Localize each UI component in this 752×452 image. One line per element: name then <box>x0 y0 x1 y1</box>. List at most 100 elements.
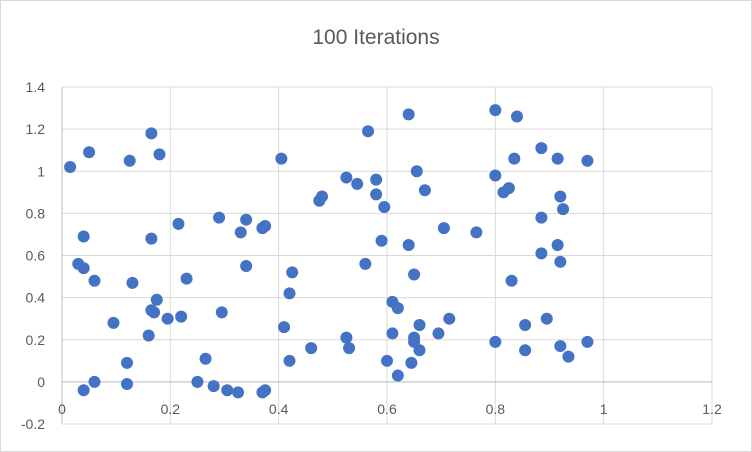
data-point <box>410 165 423 178</box>
data-point <box>418 184 431 197</box>
data-point <box>234 226 247 239</box>
data-point <box>557 203 570 216</box>
data-point <box>413 319 426 332</box>
data-point <box>313 194 326 207</box>
data-point <box>554 190 567 203</box>
data-point <box>215 306 228 319</box>
data-point <box>180 272 193 285</box>
data-point <box>107 316 120 329</box>
data-point <box>370 173 383 186</box>
data-point <box>161 312 174 325</box>
y-tick-label: 0 <box>37 374 45 390</box>
data-point <box>554 340 567 353</box>
data-point <box>551 152 564 165</box>
data-point <box>77 230 90 243</box>
data-point <box>275 152 288 165</box>
data-point <box>240 260 253 273</box>
data-point <box>370 188 383 201</box>
data-point <box>402 238 415 251</box>
data-point <box>408 268 421 281</box>
data-point <box>519 344 532 357</box>
y-tick-label: 0.4 <box>26 290 46 306</box>
data-point <box>535 142 548 155</box>
x-tick-label: 0.4 <box>269 401 289 417</box>
data-point <box>508 152 521 165</box>
data-point <box>581 154 594 167</box>
x-tick-label: 0.6 <box>377 401 397 417</box>
data-point <box>554 255 567 268</box>
data-point <box>432 327 445 340</box>
y-tick-label: 1.2 <box>26 121 46 137</box>
data-point <box>519 319 532 332</box>
data-point <box>221 384 234 397</box>
data-point <box>283 354 296 367</box>
x-tick-label: 0.8 <box>486 401 506 417</box>
data-point <box>443 312 456 325</box>
data-point <box>489 335 502 348</box>
data-point <box>470 226 483 239</box>
data-point <box>511 110 523 123</box>
data-point <box>145 127 158 140</box>
data-point <box>535 211 548 224</box>
data-point <box>391 369 404 382</box>
data-point <box>88 375 101 388</box>
data-point <box>343 342 356 355</box>
y-tick-label: 0.8 <box>26 205 46 221</box>
data-point <box>278 321 291 334</box>
data-point <box>172 217 185 230</box>
data-point <box>256 386 269 399</box>
data-point <box>305 342 318 355</box>
y-tick-label: 0.6 <box>26 248 46 264</box>
y-tick-label: -0.2 <box>21 416 45 432</box>
data-point <box>497 186 510 199</box>
x-tick-label: 1 <box>600 401 608 417</box>
data-point <box>145 232 158 245</box>
data-point <box>150 293 163 306</box>
data-point <box>581 335 594 348</box>
data-point <box>489 104 502 117</box>
data-point <box>175 310 188 323</box>
data-point <box>142 329 155 342</box>
y-tick-label: 1 <box>37 163 45 179</box>
data-point <box>340 331 353 344</box>
y-tick-label: 0.2 <box>26 332 46 348</box>
data-point <box>551 238 564 251</box>
data-point <box>126 276 139 289</box>
data-point <box>391 302 404 315</box>
data-point <box>351 177 364 190</box>
data-point <box>413 344 426 357</box>
data-point <box>402 108 415 121</box>
data-point <box>64 161 77 174</box>
data-point <box>362 125 375 138</box>
data-point <box>153 148 166 161</box>
data-point <box>77 262 90 275</box>
data-point <box>359 257 372 270</box>
x-tick-label: 0 <box>58 401 66 417</box>
data-point <box>375 234 388 247</box>
data-point <box>256 222 269 235</box>
data-point <box>437 222 450 235</box>
data-point <box>386 327 399 340</box>
x-tick-label: 1.2 <box>702 401 722 417</box>
data-point <box>286 266 299 279</box>
data-point <box>148 306 161 319</box>
chart-title: 100 Iterations <box>312 26 440 49</box>
data-point <box>213 211 226 224</box>
y-tick-label: 1.4 <box>26 79 46 95</box>
data-point <box>83 146 96 159</box>
data-point <box>77 384 90 397</box>
data-point <box>381 354 393 367</box>
data-point <box>405 356 418 369</box>
data-point <box>378 201 391 214</box>
data-point <box>191 375 204 388</box>
data-point <box>505 274 518 287</box>
data-point <box>123 154 136 167</box>
data-point <box>88 274 101 287</box>
x-tick-label: 0.2 <box>161 401 181 417</box>
data-point <box>489 169 502 182</box>
data-point <box>121 356 133 369</box>
data-point <box>540 312 553 325</box>
data-point <box>240 213 253 226</box>
